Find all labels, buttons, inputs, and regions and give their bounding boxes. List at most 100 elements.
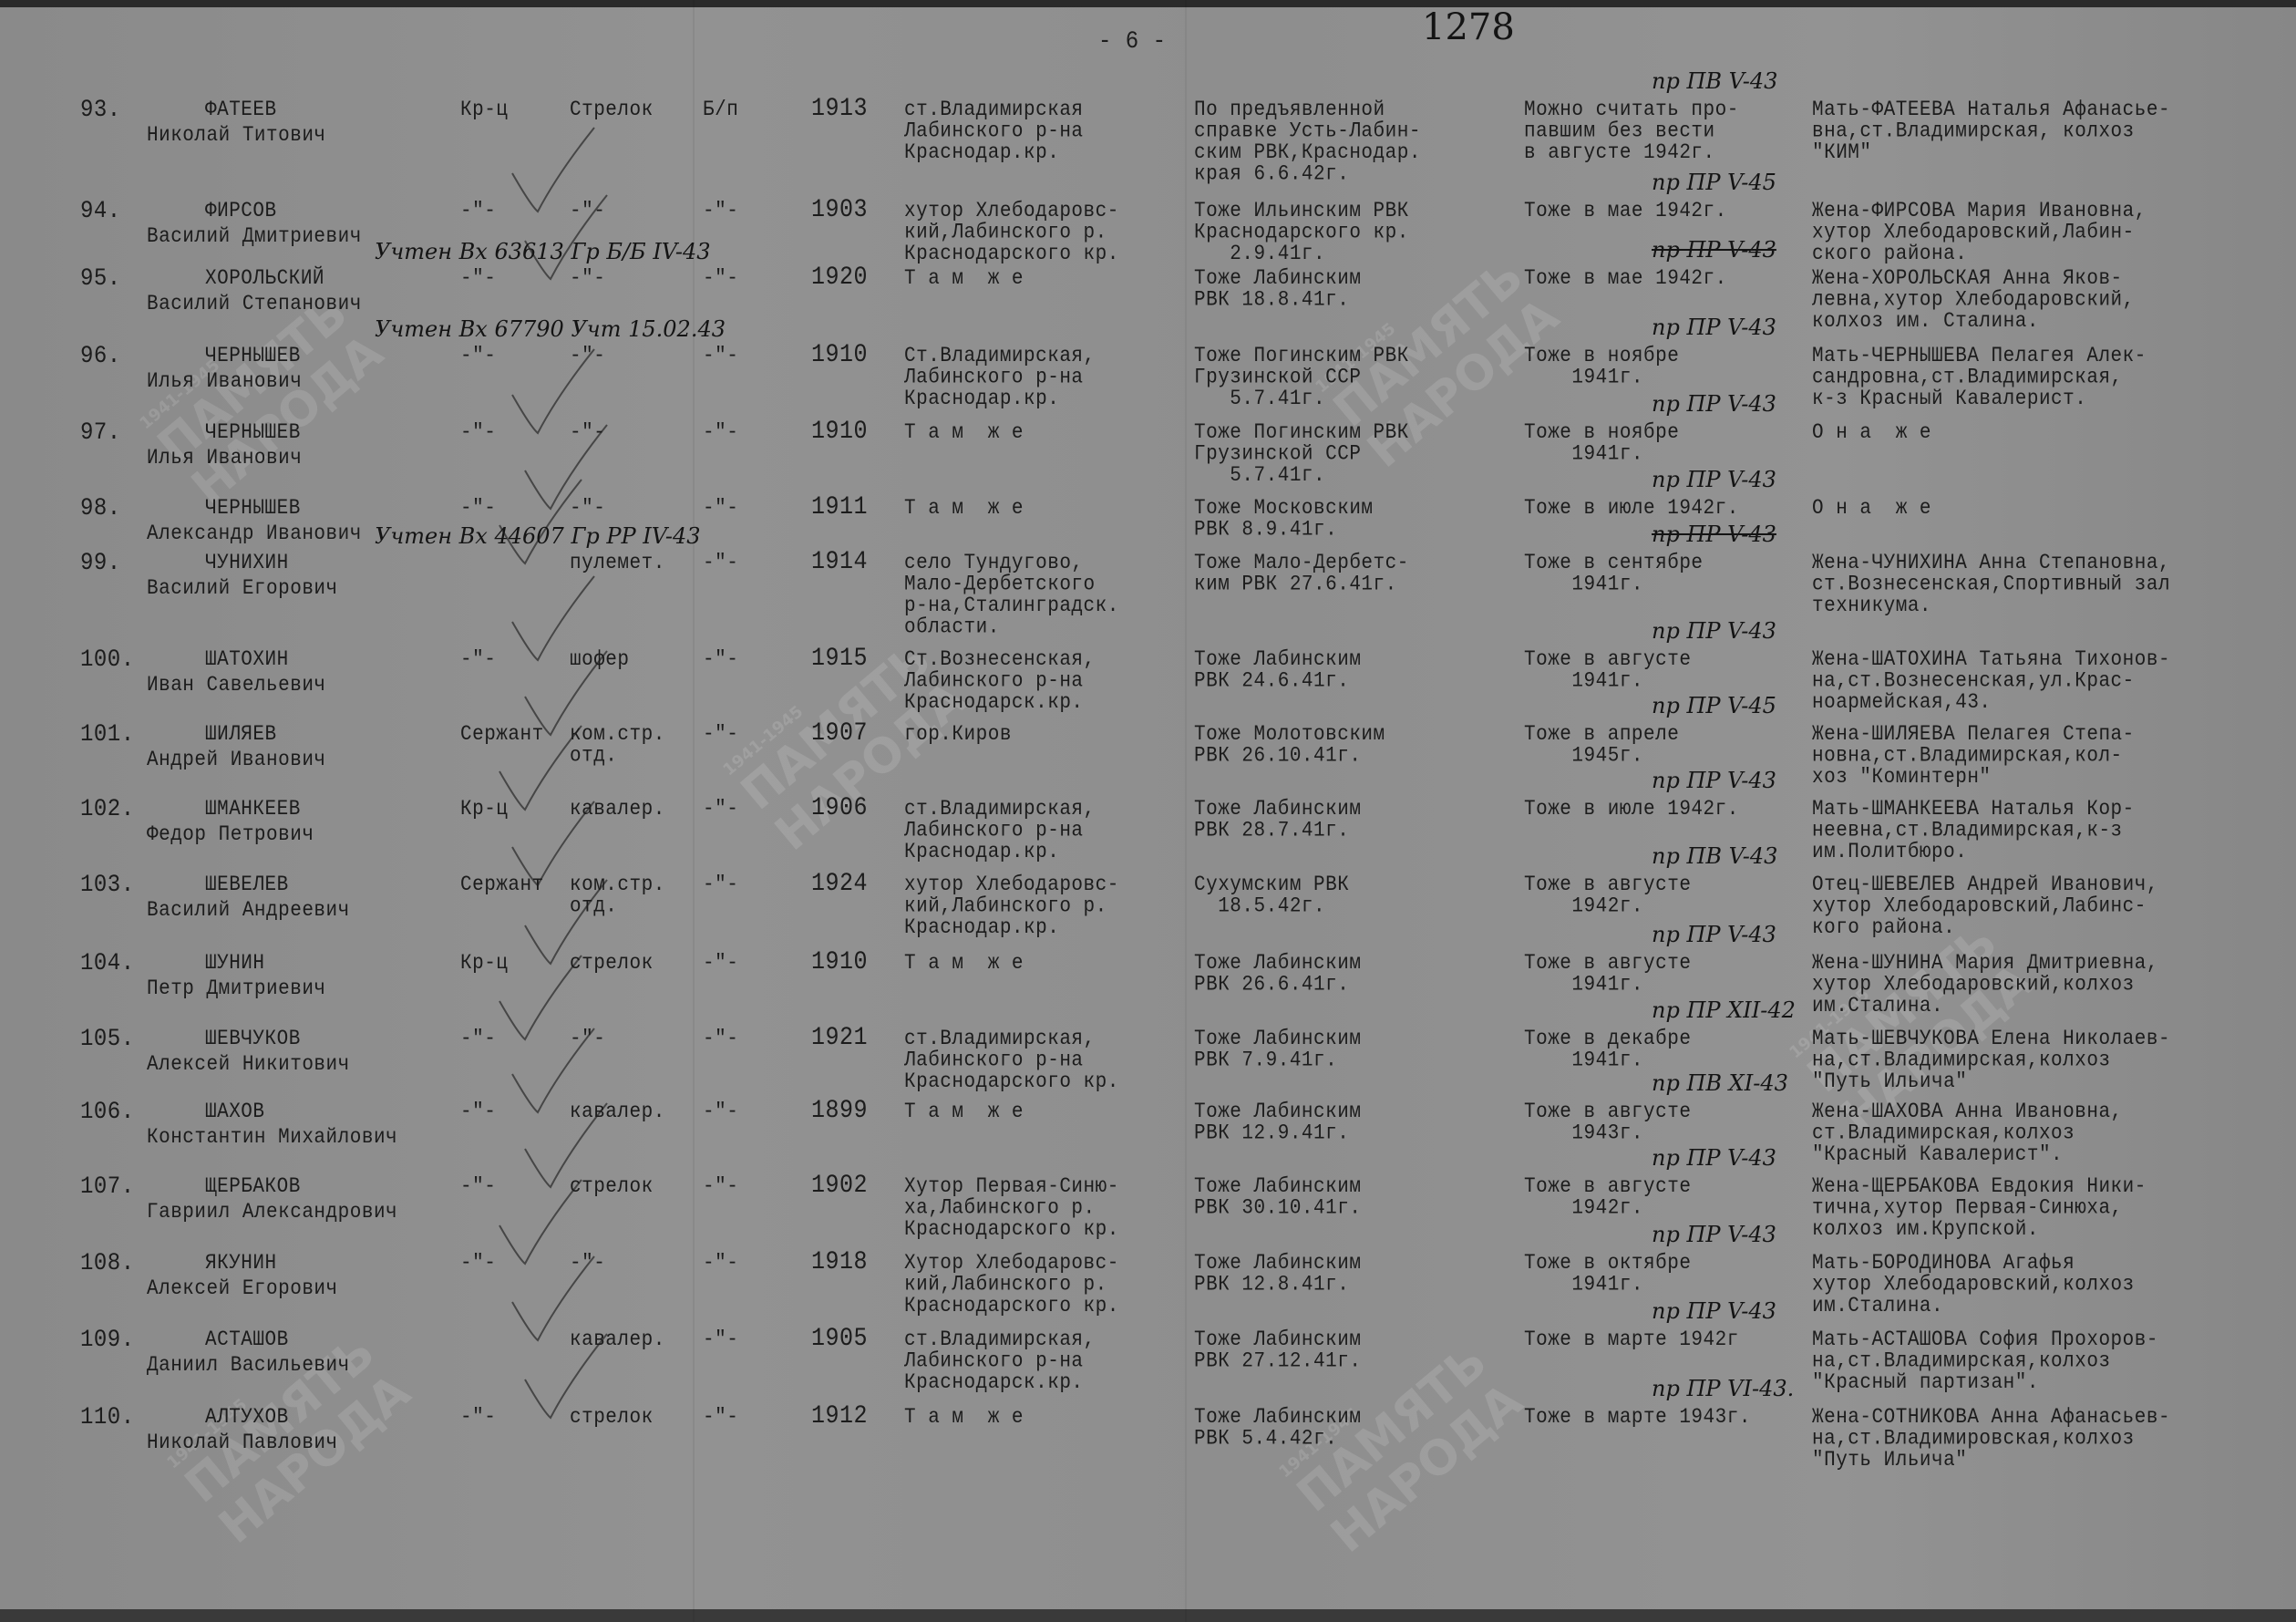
first-name-patronymic: Петр Дмитриевич — [147, 976, 326, 1001]
checkmark-icon — [524, 1333, 608, 1420]
draft-office: Тоже Лабинским РВК 24.6.41г. — [1194, 647, 1362, 694]
handwritten-order-note: пр ПР V-43 — [1652, 1222, 1776, 1247]
military-position: -"- — [570, 1251, 606, 1276]
surname: ШАХОВ — [205, 1100, 265, 1124]
scan-edge-top — [0, 0, 2296, 7]
birth-year: 1910 — [811, 946, 869, 976]
first-name-patronymic: Василий Егорович — [147, 576, 338, 601]
fate-description: Тоже в мае 1942г. — [1524, 266, 1727, 291]
fate-description: Тоже в ноябре 1941г. — [1524, 344, 1680, 390]
birthplace: Т а м ж е — [904, 266, 1024, 291]
checkmark-icon — [499, 955, 582, 1041]
birthplace: Т а м ж е — [904, 420, 1024, 445]
birth-year: 1912 — [811, 1400, 869, 1431]
first-name-patronymic: Илья Иванович — [147, 446, 303, 470]
draft-office: Тоже Мало-Дербетс- ким РВК 27.6.41г. — [1194, 551, 1409, 597]
surname: ШЕВЕЛЕВ — [205, 873, 289, 897]
surname: ЧЕРНЫШЕВ — [205, 420, 301, 445]
surname: АЛТУХОВ — [205, 1405, 289, 1430]
birthplace: Хутор Первая-Синю- ха,Лабинского р. Крас… — [904, 1174, 1119, 1242]
fate-description: Тоже в августе 1941г. — [1524, 951, 1692, 997]
handwritten-order-note: пр ПР VI-43. — [1652, 1376, 1795, 1401]
military-position: -"- — [570, 199, 606, 223]
first-name-patronymic: Андрей Иванович — [147, 748, 326, 772]
handwritten-order-note: пр ПР V-43 — [1652, 922, 1776, 947]
draft-office: Тоже Погинским РВК Грузинской ССР 5.7.41… — [1194, 344, 1409, 411]
row-number: 103. — [80, 871, 135, 899]
row-number: 108. — [80, 1249, 135, 1277]
row-number: 102. — [80, 795, 135, 823]
checkmark-icon — [511, 1028, 595, 1114]
draft-office: Тоже Лабинским РВК 26.6.41г. — [1194, 951, 1362, 997]
fate-description: Тоже в марте 1943г. — [1524, 1405, 1751, 1430]
birth-year: 1899 — [811, 1095, 869, 1125]
surname: ЧУНИХИН — [205, 551, 289, 575]
military-position: кавалер. — [570, 797, 665, 821]
military-position: -"- — [570, 344, 606, 368]
surname: ФАТЕЕВ — [205, 98, 277, 122]
row-number: 94. — [80, 197, 121, 225]
row-number: 98. — [80, 494, 121, 522]
fate-description: Тоже в августе 1942г. — [1524, 873, 1692, 919]
draft-office: Тоже Лабинским РВК 12.9.41г. — [1194, 1100, 1362, 1146]
row-number: 109. — [80, 1326, 135, 1354]
military-rank: Сержант — [460, 873, 544, 897]
draft-office: Тоже Московским РВК 8.9.41г. — [1194, 496, 1374, 542]
party-membership: -"- — [703, 1174, 739, 1199]
birthplace: Т а м ж е — [904, 1405, 1024, 1430]
next-of-kin: Жена-ЧУНИХИНА Анна Степановна, ст.Вознес… — [1812, 551, 2171, 618]
draft-office: Тоже Погинским РВК Грузинской ССР 5.7.41… — [1194, 420, 1409, 488]
next-of-kin: Мать-ЧЕРНЫШЕВА Пелагея Алек- сандровна,с… — [1812, 344, 2147, 411]
military-rank: -"- — [460, 496, 497, 521]
first-name-patronymic: Даниил Васильевич — [147, 1353, 350, 1378]
next-of-kin: Жена-ХОРОЛЬСКАЯ Анна Яков- левна,хутор Х… — [1812, 266, 2135, 334]
first-name-patronymic: Константин Михайлович — [147, 1125, 398, 1150]
birthplace: Хутор Хлебодаровс- кий,Лабинского р. Кра… — [904, 1251, 1119, 1318]
handwritten-order-note: пр ПР V-43 — [1652, 467, 1776, 492]
row-number: 95. — [80, 264, 121, 293]
military-rank: -"- — [460, 647, 497, 672]
birthplace: ст.Владимирская, Лабинского р-на Краснод… — [904, 1027, 1119, 1094]
military-rank: Сержант — [460, 722, 544, 747]
archive-number: 1278 — [1422, 6, 1515, 48]
surname: ШУНИН — [205, 951, 265, 976]
draft-office: Тоже Лабинским РВК 18.8.41г. — [1194, 266, 1362, 313]
first-name-patronymic: Гавриил Александрович — [147, 1200, 398, 1224]
next-of-kin: О н а ж е — [1812, 420, 1932, 445]
birth-year: 1910 — [811, 416, 869, 446]
military-rank: -"- — [460, 420, 497, 445]
military-position: -"- — [570, 1027, 606, 1051]
military-rank: -"- — [460, 266, 497, 291]
checkmark-icon — [524, 194, 608, 281]
next-of-kin: Жена-ШАХОВА Анна Ивановна, ст.Владимирск… — [1812, 1100, 2123, 1167]
party-membership: -"- — [703, 199, 739, 223]
first-name-patronymic: Василий Андреевич — [147, 898, 350, 923]
birth-year: 1920 — [811, 262, 869, 292]
military-rank: Кр-ц — [460, 797, 509, 821]
fold-line — [693, 0, 695, 1622]
checkmark-icon — [511, 348, 595, 435]
next-of-kin: Жена-ШУНИНА Мария Дмитриевна, хутор Хлеб… — [1812, 951, 2158, 1018]
fate-description: Тоже в июле 1942г. — [1524, 797, 1739, 821]
birth-year: 1910 — [811, 339, 869, 369]
birthplace: ст.Владимирская, Лабинского р-на Краснод… — [904, 1328, 1096, 1395]
row-number: 107. — [80, 1173, 135, 1201]
page-number: - 6 - — [1098, 27, 1167, 56]
party-membership: -"- — [703, 1027, 739, 1051]
party-membership: -"- — [703, 873, 739, 897]
fate-description: Тоже в мае 1942г. — [1524, 199, 1727, 223]
birth-year: 1903 — [811, 194, 869, 224]
next-of-kin: Мать-ШМАНКЕЕВА Наталья Кор- неевна,ст.Вл… — [1812, 797, 2135, 864]
surname: ФИРСОВ — [205, 199, 277, 223]
draft-office: По предъявленной справке Усть-Лабин- ски… — [1194, 98, 1421, 187]
birth-year: 1907 — [811, 718, 869, 748]
military-position: стрелок — [570, 1174, 654, 1199]
surname: ЧЕРНЫШЕВ — [205, 344, 301, 368]
party-membership: -"- — [703, 647, 739, 672]
next-of-kin: Жена-ШАТОХИНА Татьяна Тихонов- на,ст.Воз… — [1812, 647, 2171, 715]
fate-description: Тоже в августе 1942г. — [1524, 1174, 1692, 1221]
fate-description: Тоже в августе 1941г. — [1524, 647, 1692, 694]
military-rank: -"- — [460, 1251, 497, 1276]
